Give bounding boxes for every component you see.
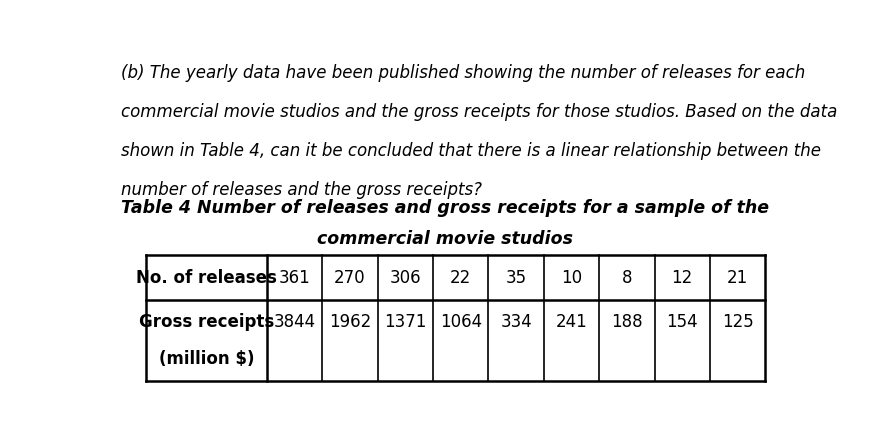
Text: 1962: 1962 [328,313,371,332]
Text: 12: 12 [672,268,693,287]
Text: Gross receipts: Gross receipts [139,313,274,332]
Text: Table 4 Number of releases and gross receipts for a sample of the: Table 4 Number of releases and gross rec… [122,199,769,217]
Text: 241: 241 [555,313,587,332]
Text: shown in Table 4, can it be concluded that there is a linear relationship betwee: shown in Table 4, can it be concluded th… [121,142,820,160]
Text: 270: 270 [335,268,366,287]
Text: 1064: 1064 [440,313,481,332]
Text: 361: 361 [279,268,310,287]
Text: 188: 188 [611,313,643,332]
Text: 22: 22 [450,268,471,287]
Text: (million $): (million $) [158,350,254,368]
Text: 3844: 3844 [274,313,315,332]
Text: number of releases and the gross receipts?: number of releases and the gross receipt… [121,181,481,199]
Text: 10: 10 [561,268,582,287]
Text: 334: 334 [501,313,532,332]
Text: 125: 125 [721,313,753,332]
Text: 1371: 1371 [384,313,427,332]
Text: 21: 21 [727,268,748,287]
Text: commercial movie studios: commercial movie studios [317,230,574,247]
Text: 35: 35 [506,268,527,287]
Text: commercial movie studios and the gross receipts for those studios. Based on the : commercial movie studios and the gross r… [121,103,837,121]
Text: 8: 8 [621,268,632,287]
Text: No. of releases: No. of releases [136,268,276,287]
Text: 154: 154 [667,313,698,332]
Text: (b) The yearly data have been published showing the number of releases for each: (b) The yearly data have been published … [121,64,805,82]
Text: 306: 306 [389,268,421,287]
